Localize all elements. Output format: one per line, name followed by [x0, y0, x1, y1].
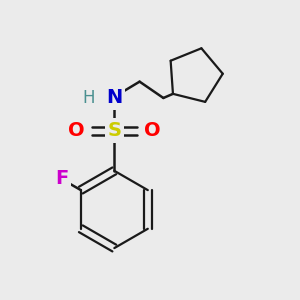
Text: S: S: [107, 121, 121, 140]
Text: O: O: [68, 121, 85, 140]
Text: H: H: [83, 89, 95, 107]
Text: N: N: [106, 88, 122, 107]
Text: F: F: [55, 169, 68, 188]
Text: O: O: [144, 121, 161, 140]
